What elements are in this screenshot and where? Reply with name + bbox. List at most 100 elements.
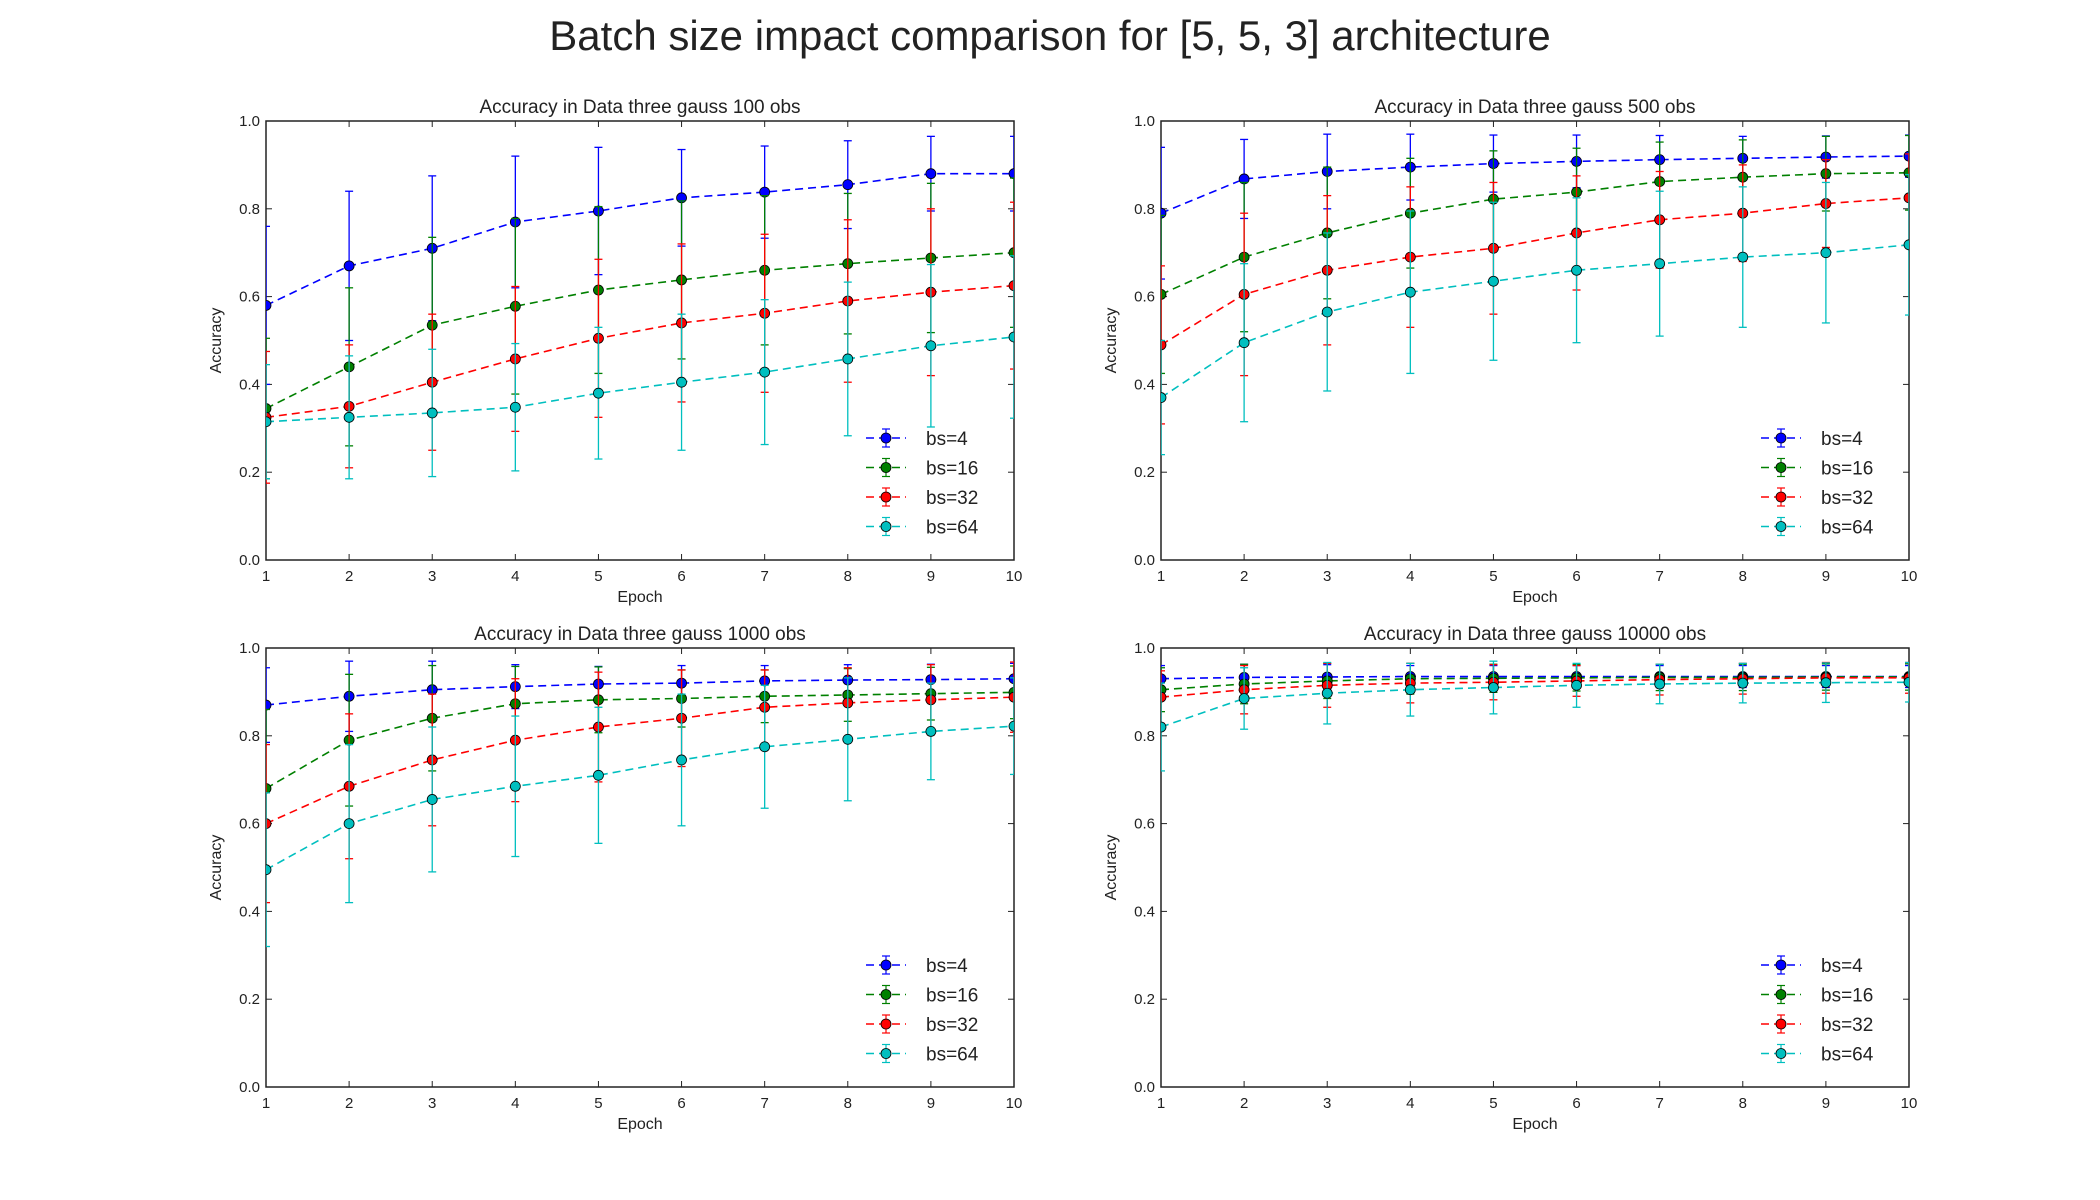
x-tick-label: 8 bbox=[1739, 1095, 1747, 1112]
chart-panel-3: Accuracy in Data three gauss 1000 obs 1 2 3… bbox=[208, 624, 1022, 1133]
series-bs=16 bbox=[1161, 662, 1909, 713]
y-tick-label: 0.2 bbox=[1134, 464, 1155, 481]
panel-title: Accuracy in Data three gauss 10000 obs bbox=[1364, 624, 1706, 645]
series-line bbox=[1161, 244, 1909, 399]
data-point bbox=[1654, 678, 1666, 690]
data-point bbox=[1161, 691, 1167, 703]
legend-marker bbox=[880, 432, 892, 444]
legend-marker bbox=[880, 959, 892, 971]
x-tick-label: 4 bbox=[511, 1095, 519, 1112]
data-point bbox=[925, 726, 937, 737]
series-bs=16 bbox=[266, 177, 1014, 480]
legend-label: bs=64 bbox=[1821, 1045, 1874, 1066]
data-point bbox=[426, 794, 438, 805]
x-tick-label: 5 bbox=[594, 568, 602, 585]
series-line bbox=[1161, 677, 1909, 698]
plot-area bbox=[266, 660, 1014, 948]
legend-label: bs=4 bbox=[1821, 429, 1863, 450]
series-line bbox=[266, 172, 1014, 307]
y-tick-label: 1.0 bbox=[1134, 640, 1155, 657]
data-point bbox=[343, 260, 355, 272]
y-tick-label: 0.8 bbox=[1134, 728, 1155, 745]
figure-title: Batch size impact comparison for [5, 5, … bbox=[549, 12, 1551, 59]
series-line bbox=[1161, 675, 1909, 680]
x-axis-label: Epoch bbox=[617, 589, 662, 606]
legend-marker bbox=[1775, 462, 1787, 473]
x-tick-label: 5 bbox=[1489, 568, 1497, 585]
data-point bbox=[1903, 167, 1909, 179]
y-tick-label: 0.0 bbox=[239, 552, 260, 569]
legend-label: bs=4 bbox=[926, 429, 968, 450]
legend-item-bs=4: bs=4 bbox=[1761, 428, 1863, 450]
y-axis-label: Accuracy bbox=[208, 308, 225, 374]
data-point bbox=[1161, 673, 1167, 685]
data-point bbox=[343, 411, 355, 423]
y-tick-label: 0.6 bbox=[1134, 289, 1155, 306]
legend: bs=4 bs=16 bs=32 bs=64 bbox=[1761, 955, 1874, 1066]
panel-title: Accuracy in Data three gauss 500 obs bbox=[1374, 97, 1695, 118]
legend-item-bs=32: bs=32 bbox=[866, 1014, 978, 1036]
data-point bbox=[1238, 693, 1250, 704]
y-tick-label: 0.4 bbox=[1134, 376, 1155, 393]
data-point bbox=[676, 754, 687, 766]
data-point bbox=[1008, 280, 1014, 292]
data-point bbox=[759, 366, 771, 378]
x-tick-label: 6 bbox=[677, 568, 685, 585]
x-tick-label: 2 bbox=[1240, 568, 1248, 585]
data-point bbox=[1161, 339, 1167, 351]
plot-area bbox=[1161, 660, 1909, 772]
legend-item-bs=16: bs=16 bbox=[1761, 457, 1873, 480]
y-tick-label: 0.0 bbox=[1134, 1079, 1155, 1096]
data-point bbox=[593, 769, 604, 781]
data-point bbox=[266, 416, 272, 428]
x-tick-label: 4 bbox=[1406, 1095, 1414, 1112]
y-axis-label: Accuracy bbox=[1103, 835, 1120, 901]
x-tick-label: 5 bbox=[1489, 1095, 1497, 1112]
data-point bbox=[266, 864, 272, 876]
data-point bbox=[1737, 251, 1749, 263]
data-point bbox=[1008, 673, 1014, 685]
data-point bbox=[1161, 392, 1167, 403]
data-point bbox=[1404, 684, 1416, 696]
data-point bbox=[1008, 691, 1014, 703]
y-tick-label: 0.8 bbox=[239, 201, 260, 218]
x-tick-label: 9 bbox=[927, 568, 935, 585]
legend-item-bs=64: bs=64 bbox=[1761, 1043, 1874, 1066]
x-tick-label: 7 bbox=[1655, 1095, 1663, 1112]
series-bs=32 bbox=[1161, 661, 1909, 725]
y-tick-label: 0.6 bbox=[1134, 816, 1155, 833]
data-point bbox=[426, 407, 438, 419]
data-point bbox=[343, 818, 355, 829]
x-tick-label: 9 bbox=[1822, 1095, 1830, 1112]
axes-frame bbox=[265, 647, 1015, 1088]
plot-area bbox=[1161, 133, 1909, 456]
y-tick-label: 0.6 bbox=[239, 289, 260, 306]
series-bs=32 bbox=[266, 661, 1014, 904]
legend-item-bs=16: bs=16 bbox=[1761, 984, 1873, 1007]
series-bs=32 bbox=[266, 201, 1014, 484]
legend: bs=4 bs=16 bs=32 bs=64 bbox=[866, 955, 979, 1066]
legend-item-bs=32: bs=32 bbox=[866, 487, 978, 509]
legend-label: bs=16 bbox=[926, 459, 978, 480]
legend-marker bbox=[1775, 989, 1787, 1000]
x-tick-label: 9 bbox=[927, 1095, 935, 1112]
data-point bbox=[1321, 687, 1333, 699]
legend-label: bs=64 bbox=[926, 1045, 979, 1066]
legend-label: bs=4 bbox=[926, 956, 968, 977]
data-point bbox=[509, 401, 521, 413]
legend-marker bbox=[880, 989, 892, 1000]
legend-marker bbox=[1775, 1018, 1787, 1030]
data-point bbox=[266, 783, 272, 794]
legend: bs=4 bs=16 bs=32 bs=64 bbox=[1761, 428, 1874, 539]
x-tick-label: 1 bbox=[262, 568, 270, 585]
data-point bbox=[266, 818, 272, 829]
data-point bbox=[1737, 677, 1749, 689]
x-tick-label: 3 bbox=[1323, 568, 1331, 585]
x-tick-label: 2 bbox=[345, 568, 353, 585]
y-tick-label: 0.2 bbox=[1134, 991, 1155, 1008]
series-bs=4 bbox=[266, 660, 1014, 744]
series-line bbox=[266, 725, 1014, 871]
legend-item-bs=4: bs=4 bbox=[866, 955, 968, 977]
series-line bbox=[266, 284, 1014, 419]
legend-marker bbox=[1775, 959, 1787, 971]
